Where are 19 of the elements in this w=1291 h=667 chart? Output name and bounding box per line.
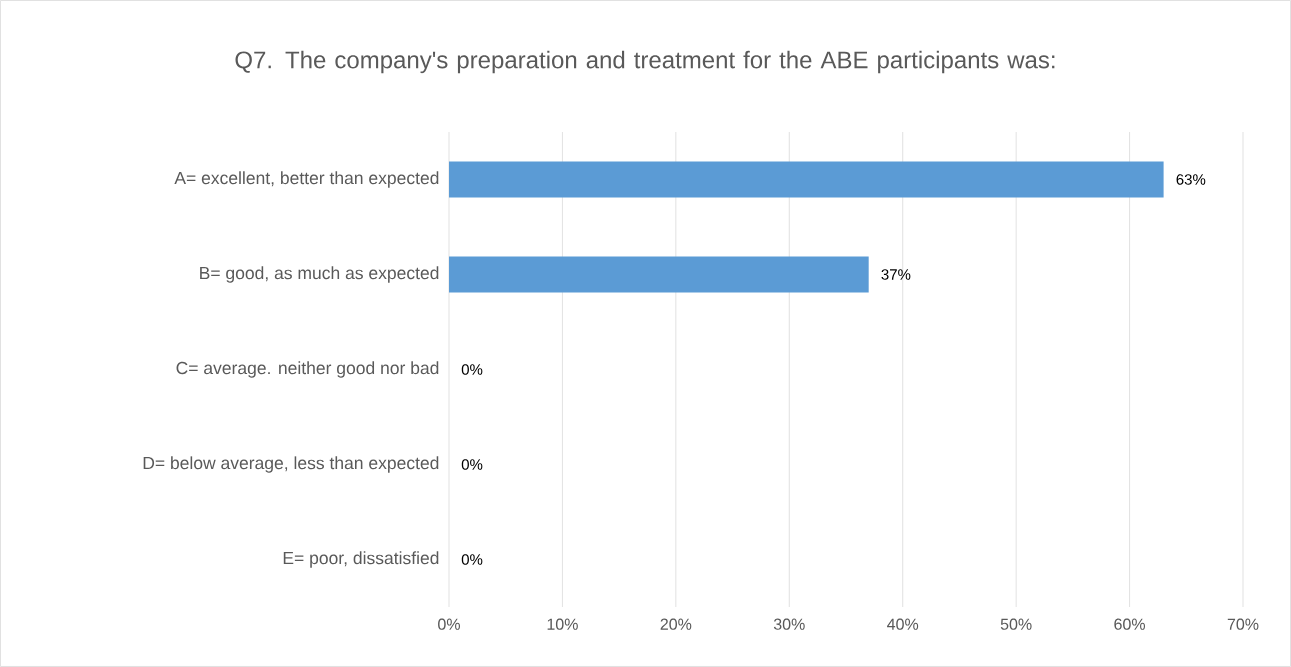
data-label: 63%: [1176, 174, 1206, 185]
data-label: 0%: [461, 554, 483, 565]
x-tick-label: 10%: [547, 618, 578, 630]
y-tick-label: D= below average, less than expected: [143, 456, 439, 473]
x-tick-label: 50%: [1000, 618, 1032, 630]
x-tick-label: 60%: [1114, 618, 1146, 630]
x-tick-label: 0%: [438, 618, 460, 630]
y-tick-label: E= poor, dissatisfied: [283, 551, 439, 568]
x-tick-label: 20%: [660, 618, 692, 630]
data-label: 37%: [881, 269, 911, 280]
y-tick-label: A= excellent, better than expected: [174, 171, 439, 188]
x-tick-label: 40%: [887, 618, 919, 630]
x-tick-label: 70%: [1227, 618, 1259, 630]
chart-title: Q7. The company's preparation and treatment for the ABE participants was:: [235, 50, 1055, 74]
data-label: 0%: [461, 364, 483, 375]
y-tick-label: B= good, as much as expected: [200, 266, 439, 283]
x-tick-label: 30%: [773, 618, 805, 630]
data-label: 0%: [461, 459, 483, 470]
y-tick-label: C= average. neither good nor bad: [176, 361, 439, 378]
